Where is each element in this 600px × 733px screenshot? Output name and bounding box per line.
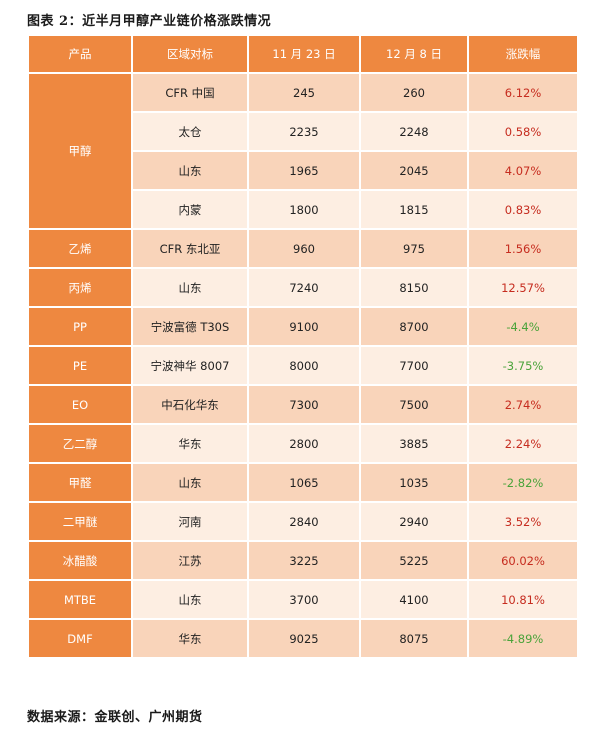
region-cell: 华东: [131, 423, 249, 464]
change-cell: 2.24%: [467, 423, 579, 464]
product-cell: 乙二醇: [27, 423, 133, 464]
dec8-cell: 8700: [359, 306, 469, 347]
region-cell: 山东: [131, 150, 249, 191]
change-cell: 2.74%: [467, 384, 579, 425]
column-header-product: 产品: [27, 34, 133, 74]
table-row: 二甲醚 河南 2840 2940 3.52%: [27, 501, 579, 542]
product-cell: 甲醛: [27, 462, 133, 503]
nov23-cell: 3225: [247, 540, 361, 581]
nov23-cell: 1800: [247, 189, 361, 230]
product-cell: PE: [27, 345, 133, 386]
table-row: PP 宁波富德 T30S 9100 8700 -4.4%: [27, 306, 579, 347]
change-cell: 60.02%: [467, 540, 579, 581]
table-row: 乙烯 CFR 东北亚 960 975 1.56%: [27, 228, 579, 269]
table-row: 甲醇 CFR 中国 245 260 6.12%: [27, 72, 579, 230]
product-cell: MTBE: [27, 579, 133, 620]
nov23-cell: 2235: [247, 111, 361, 152]
table-row: 太仓 2235 2248 0.58%: [28, 111, 579, 152]
region-cell: 华东: [131, 618, 249, 659]
change-cell: 0.83%: [467, 189, 579, 230]
table-row: 乙二醇 华东 2800 3885 2.24%: [27, 423, 579, 464]
column-header-region: 区域对标: [131, 34, 249, 74]
column-header-change: 涨跌幅: [467, 34, 579, 74]
region-cell: CFR 中国: [131, 72, 249, 113]
region-cell: 江苏: [131, 540, 249, 581]
dec8-cell: 1815: [359, 189, 469, 230]
dec8-cell: 4100: [359, 579, 469, 620]
region-cell: 山东: [131, 579, 249, 620]
column-header-nov23: 11 月 23 日: [247, 34, 361, 74]
table-row: 丙烯 山东 7240 8150 12.57%: [27, 267, 579, 308]
table-row: 内蒙 1800 1815 0.83%: [28, 189, 579, 230]
dec8-cell: 975: [359, 228, 469, 269]
product-cell: 乙烯: [27, 228, 133, 269]
nov23-cell: 3700: [247, 579, 361, 620]
change-cell: -3.75%: [467, 345, 579, 386]
dec8-cell: 8150: [359, 267, 469, 308]
dec8-cell: 5225: [359, 540, 469, 581]
dec8-cell: 2940: [359, 501, 469, 542]
region-cell: CFR 东北亚: [131, 228, 249, 269]
change-cell: -4.4%: [467, 306, 579, 347]
nov23-cell: 245: [247, 72, 361, 113]
dec8-cell: 1035: [359, 462, 469, 503]
figure-title: 图表 2：近半月甲醇产业链价格涨跌情况: [27, 14, 272, 29]
product-cell: 甲醇: [27, 72, 133, 230]
nov23-cell: 8000: [247, 345, 361, 386]
dec8-cell: 260: [359, 72, 469, 113]
change-cell: 1.56%: [467, 228, 579, 269]
column-header-dec8: 12 月 8 日: [359, 34, 469, 74]
nov23-cell: 960: [247, 228, 361, 269]
region-cell: 山东: [131, 462, 249, 503]
region-cell: 中石化华东: [131, 384, 249, 425]
table-row: MTBE 山东 3700 4100 10.81%: [27, 579, 579, 620]
product-cell: EO: [27, 384, 133, 425]
dec8-cell: 8075: [359, 618, 469, 659]
change-cell: 4.07%: [467, 150, 579, 191]
change-cell: 0.58%: [467, 111, 579, 152]
change-cell: 6.12%: [467, 72, 579, 113]
nov23-cell: 9100: [247, 306, 361, 347]
table-row: 甲醛 山东 1065 1035 -2.82%: [27, 462, 579, 503]
region-cell: 内蒙: [131, 189, 249, 230]
region-cell: 河南: [131, 501, 249, 542]
table-row: DMF 华东 9025 8075 -4.89%: [27, 618, 579, 659]
change-cell: -4.89%: [467, 618, 579, 659]
product-cell: 冰醋酸: [27, 540, 133, 581]
region-cell: 山东: [131, 267, 249, 308]
nov23-cell: 2800: [247, 423, 361, 464]
dec8-cell: 7700: [359, 345, 469, 386]
region-cell: 宁波神华 8007: [131, 345, 249, 386]
dec8-cell: 2045: [359, 150, 469, 191]
dec8-cell: 7500: [359, 384, 469, 425]
nov23-cell: 9025: [247, 618, 361, 659]
price-table: 产品 区域对标 11 月 23 日 12 月 8 日 涨跌幅 甲醇 CFR 中国…: [27, 34, 579, 659]
dec8-cell: 3885: [359, 423, 469, 464]
table-row: 山东 1965 2045 4.07%: [28, 150, 579, 191]
change-cell: 10.81%: [467, 579, 579, 620]
table-row: EO 中石化华东 7300 7500 2.74%: [27, 384, 579, 425]
dec8-cell: 2248: [359, 111, 469, 152]
change-cell: -2.82%: [467, 462, 579, 503]
nov23-cell: 7240: [247, 267, 361, 308]
data-source-note: 数据来源：金联创、广州期货: [27, 710, 203, 725]
table-row: 冰醋酸 江苏 3225 5225 60.02%: [27, 540, 579, 581]
product-cell: 二甲醚: [27, 501, 133, 542]
product-cell: 丙烯: [27, 267, 133, 308]
region-cell: 太仓: [131, 111, 249, 152]
nov23-cell: 1965: [247, 150, 361, 191]
change-cell: 3.52%: [467, 501, 579, 542]
table-header-row: 产品 区域对标 11 月 23 日 12 月 8 日 涨跌幅: [27, 34, 579, 74]
region-cell: 宁波富德 T30S: [131, 306, 249, 347]
product-cell: DMF: [27, 618, 133, 659]
change-cell: 12.57%: [467, 267, 579, 308]
nov23-cell: 7300: [247, 384, 361, 425]
nov23-cell: 1065: [247, 462, 361, 503]
product-cell: PP: [27, 306, 133, 347]
table-row: PE 宁波神华 8007 8000 7700 -3.75%: [27, 345, 579, 386]
nov23-cell: 2840: [247, 501, 361, 542]
